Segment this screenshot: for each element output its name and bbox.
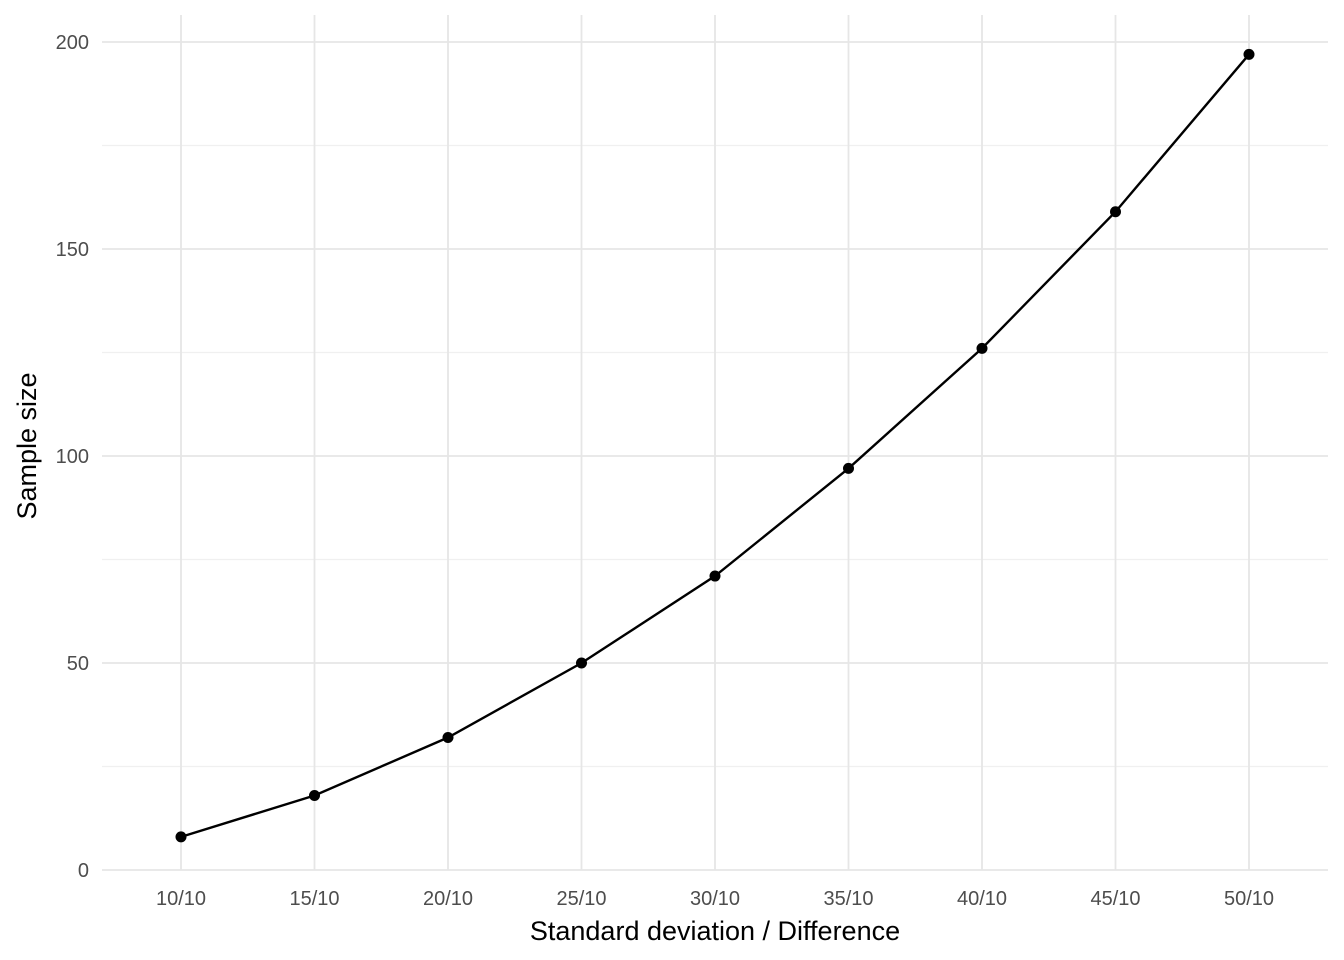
y-tick-label: 200 — [56, 32, 89, 54]
data-point — [976, 342, 988, 354]
x-tick-label: 10/10 — [156, 888, 206, 910]
y-tick-label: 50 — [67, 653, 89, 675]
x-tick-label: 35/10 — [823, 888, 873, 910]
x-tick-label: 50/10 — [1224, 888, 1274, 910]
y-axis-title: Sample size — [12, 372, 42, 519]
tick-labels: 0 50 100 150 200 10/10 15/10 20/10 25/10 30/10 35/… — [56, 32, 1274, 910]
x-tick-label: 25/10 — [556, 888, 606, 910]
data-point — [442, 732, 454, 744]
data-point — [576, 657, 587, 669]
x-tick-label: 45/10 — [1090, 888, 1140, 910]
data-point — [175, 831, 187, 843]
series-group — [175, 48, 1255, 843]
y-tick-label: 0 — [78, 860, 89, 882]
x-tick-label: 15/10 — [289, 888, 339, 910]
y-tick-label: 150 — [56, 239, 89, 261]
data-point — [309, 789, 320, 801]
data-point — [843, 462, 854, 474]
data-point — [709, 570, 721, 582]
y-tick-label: 100 — [56, 446, 89, 468]
grid — [102, 15, 1328, 871]
x-tick-label: 40/10 — [957, 888, 1007, 910]
data-point — [1243, 48, 1255, 60]
data-point — [1110, 206, 1121, 218]
x-tick-label: 30/10 — [690, 888, 740, 910]
x-tick-label: 20/10 — [423, 888, 473, 910]
x-axis-title: Standard deviation / Difference — [530, 916, 900, 946]
